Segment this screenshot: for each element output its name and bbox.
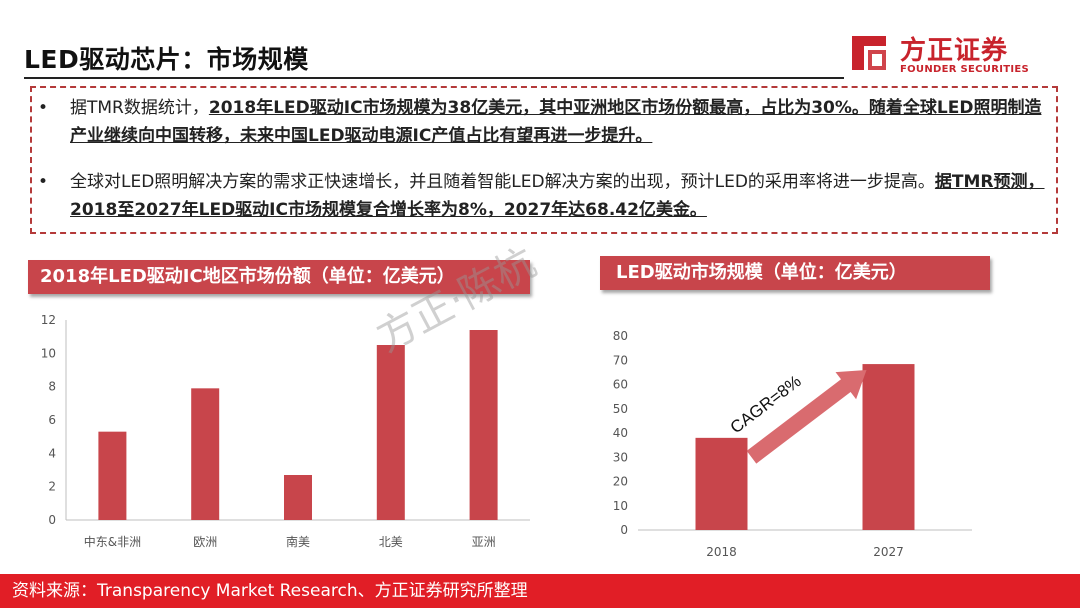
x-category-label-0: 2018 bbox=[706, 545, 737, 559]
bullet-2-plain-text: 全球对LED照明解决方案的需求正快速增长，并且随着智能LED解决方案的出现，预计… bbox=[70, 172, 935, 192]
y-tick-label-4: 40 bbox=[613, 426, 628, 440]
y-tick-label-6: 12 bbox=[41, 313, 56, 327]
page-title: LED驱动芯片：市场规模 bbox=[24, 45, 309, 74]
bullet-1-bold-text: 2018年LED驱动IC市场规模为38亿美元，其中亚洲地区市场份额最高，占比为3… bbox=[70, 98, 1042, 146]
y-tick-label-1: 2 bbox=[48, 480, 56, 494]
regional-share-chart-title: 2018年LED驱动IC地区市场份额（单位：亿美元） bbox=[28, 260, 530, 294]
bar-0 bbox=[98, 431, 127, 520]
y-tick-label-0: 0 bbox=[620, 523, 628, 537]
bar-4 bbox=[469, 330, 498, 520]
y-tick-label-7: 70 bbox=[613, 353, 628, 367]
bar-2 bbox=[284, 475, 312, 520]
founder-securities-logo: 方正证券 FOUNDER SECURITIES bbox=[848, 30, 1048, 78]
title-underline bbox=[24, 77, 844, 79]
bullet-2-bold-text: 据TMR预测，2018至2027年LED驱动IC市场规模复合增长率为8%，202… bbox=[70, 172, 1045, 220]
y-tick-label-0: 0 bbox=[48, 513, 56, 527]
logo-chinese-name: 方正证券 bbox=[900, 36, 1009, 66]
key-points-box: • 据TMR数据统计，2018年LED驱动IC市场规模为38亿美元，其中亚洲地区… bbox=[30, 86, 1058, 234]
bar-1 bbox=[191, 388, 220, 520]
y-tick-label-5: 10 bbox=[41, 346, 56, 360]
x-category-label-4: 亚洲 bbox=[472, 535, 496, 549]
logo-english-name: FOUNDER SECURITIES bbox=[900, 64, 1030, 75]
y-tick-label-8: 80 bbox=[613, 329, 628, 343]
x-category-label-1: 2027 bbox=[873, 545, 904, 559]
y-tick-label-4: 8 bbox=[48, 380, 56, 394]
source-footer: 资料来源：Transparency Market Research、方正证券研究… bbox=[0, 574, 1080, 608]
y-tick-label-6: 60 bbox=[613, 378, 628, 392]
x-category-label-1: 欧洲 bbox=[193, 535, 217, 549]
market-size-chart-title: LED驱动市场规模（单位：亿美元） bbox=[600, 256, 990, 290]
y-tick-label-5: 50 bbox=[613, 402, 628, 416]
cagr-arrow bbox=[746, 370, 867, 464]
x-category-label-3: 北美 bbox=[379, 535, 403, 549]
bar-3 bbox=[376, 345, 405, 520]
bullet-marker: • bbox=[38, 98, 49, 118]
founder-logo-icon bbox=[852, 36, 886, 70]
y-tick-label-3: 6 bbox=[48, 413, 56, 427]
bullet-1-plain-text: 据TMR数据统计， bbox=[70, 98, 209, 118]
y-tick-label-2: 4 bbox=[48, 446, 56, 460]
x-category-label-0: 中东&非洲 bbox=[84, 534, 141, 549]
bullet-marker: • bbox=[38, 172, 49, 192]
bar-1 bbox=[862, 364, 915, 530]
y-tick-label-1: 10 bbox=[613, 499, 628, 513]
y-tick-label-2: 20 bbox=[613, 475, 628, 489]
y-tick-label-3: 30 bbox=[613, 450, 628, 464]
regional-share-bar-chart: 0 2 4 6 8 10 12 中东&非洲 欧洲 南美 北美 亚洲 bbox=[41, 313, 530, 549]
x-category-label-2: 南美 bbox=[286, 534, 310, 549]
bar-0 bbox=[695, 437, 748, 530]
